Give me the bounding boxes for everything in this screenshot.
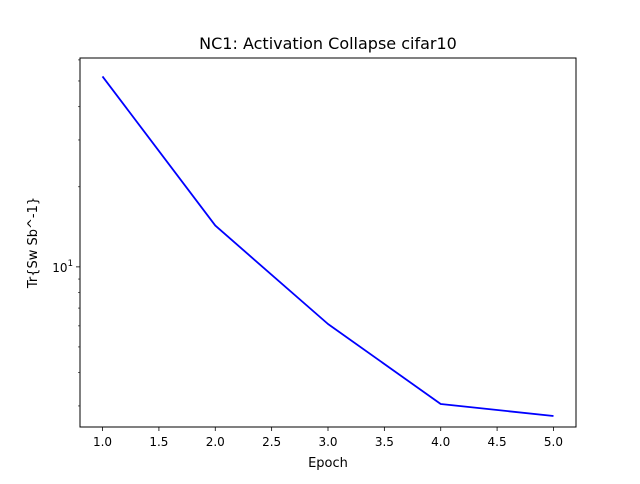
series-line-0: [101, 75, 554, 417]
x-tick-label: 1.5: [149, 435, 168, 449]
x-tick-label: 3.0: [318, 435, 337, 449]
x-tick-label: 2.5: [262, 435, 281, 449]
series-layer: [101, 75, 554, 417]
x-tick-label: 4.0: [431, 435, 450, 449]
x-tick-label: 1.0: [93, 435, 112, 449]
x-tick-label: 3.5: [375, 435, 394, 449]
y-axis: 101: [52, 59, 80, 407]
y-axis-label: Tr{Sw Sb^-1}: [26, 197, 41, 289]
x-axis: 1.0 1.5 2.0 2.5 3.0 3.5 4.0 4.5 5.0: [93, 427, 563, 449]
x-tick-label: 4.5: [488, 435, 507, 449]
chart-title: NC1: Activation Collapse cifar10: [199, 34, 457, 53]
x-tick-label: 2.0: [206, 435, 225, 449]
y-tick-label: 101: [52, 259, 73, 275]
x-tick-label: 5.0: [544, 435, 563, 449]
x-axis-label: Epoch: [308, 456, 348, 471]
